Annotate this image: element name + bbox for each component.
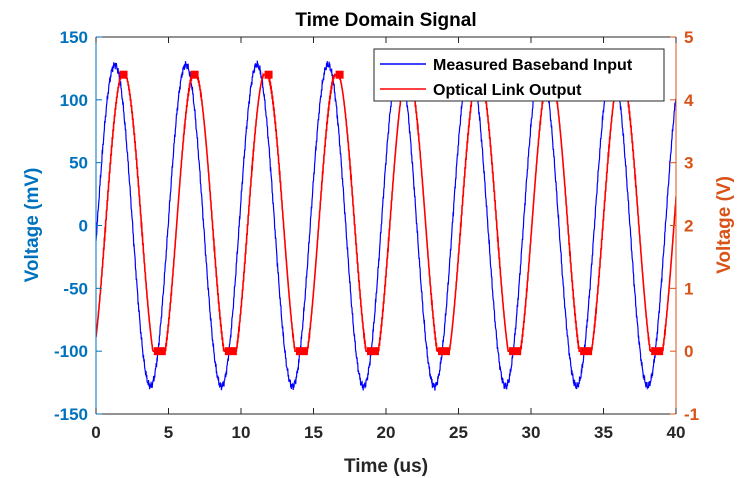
optical-output-trough-marker xyxy=(224,347,237,356)
left-y-axis-label: Voltage (mV) xyxy=(22,168,43,283)
left-y-tick-label: 100 xyxy=(60,91,88,110)
left-y-tick-label: 50 xyxy=(69,154,88,173)
right-y-tick-label: 5 xyxy=(684,28,693,47)
x-tick-label: 20 xyxy=(377,423,396,442)
left-y-tick-label: -50 xyxy=(63,279,88,298)
right-y-tick-label: 4 xyxy=(684,91,694,110)
optical-output-trough-marker xyxy=(295,347,308,356)
left-y-ticks: -150 -100 -50 0 50 100 150 xyxy=(54,28,102,424)
optical-output-peak-marker xyxy=(119,70,128,79)
x-tick-label: 15 xyxy=(304,423,323,442)
x-tick-label: 10 xyxy=(232,423,251,442)
legend-label-optical-link-output: Optical Link Output xyxy=(433,82,582,99)
left-y-tick-label: -150 xyxy=(54,405,88,424)
left-y-tick-label: 150 xyxy=(60,28,88,47)
right-y-tick-label: 2 xyxy=(684,217,693,236)
x-tick-label: 40 xyxy=(667,423,686,442)
optical-output-trough-marker xyxy=(580,347,593,356)
axes-group: -150 -100 -50 0 50 100 150 -1 0 1 2 3 4 5 0 5 10 15 20 25… xyxy=(54,28,699,442)
right-y-tick-label: 3 xyxy=(684,154,693,173)
optical-output-trough-marker xyxy=(153,347,166,356)
x-tick-label: 35 xyxy=(594,423,613,442)
optical-output-peak-marker xyxy=(264,70,273,79)
x-tick-label: 0 xyxy=(91,423,100,442)
x-tick-label: 25 xyxy=(449,423,468,442)
x-ticks: 0 5 10 15 20 25 30 35 40 xyxy=(91,37,685,442)
x-axis-label: Time (us) xyxy=(344,456,428,477)
optical-output-trough-marker xyxy=(438,347,450,356)
optical-output-peak-marker xyxy=(190,70,199,79)
series-line-measured-baseband-input xyxy=(96,60,676,391)
right-y-axis-label: Voltage (V) xyxy=(714,176,735,274)
x-tick-label: 5 xyxy=(164,423,173,442)
optical-output-trough-marker xyxy=(366,347,379,356)
legend-label-measured-baseband-input: Measured Baseband Input xyxy=(433,57,633,74)
left-y-tick-label: -100 xyxy=(54,342,88,361)
x-tick-label: 30 xyxy=(522,423,541,442)
optical-output-trough-marker xyxy=(509,347,522,356)
right-y-tick-label: 1 xyxy=(684,279,693,298)
legend-box xyxy=(373,48,665,102)
legend: Measured Baseband Input Optical Link Out… xyxy=(373,48,665,102)
right-y-ticks: -1 0 1 2 3 4 5 xyxy=(670,28,699,424)
right-y-tick-label: -1 xyxy=(684,405,699,424)
right-y-tick-label: 0 xyxy=(684,342,693,361)
chart-title: Time Domain Signal xyxy=(295,10,476,31)
optical-output-trough-marker xyxy=(651,347,664,356)
optical-output-peak-marker xyxy=(335,70,344,79)
left-y-tick-label: 0 xyxy=(79,217,88,236)
